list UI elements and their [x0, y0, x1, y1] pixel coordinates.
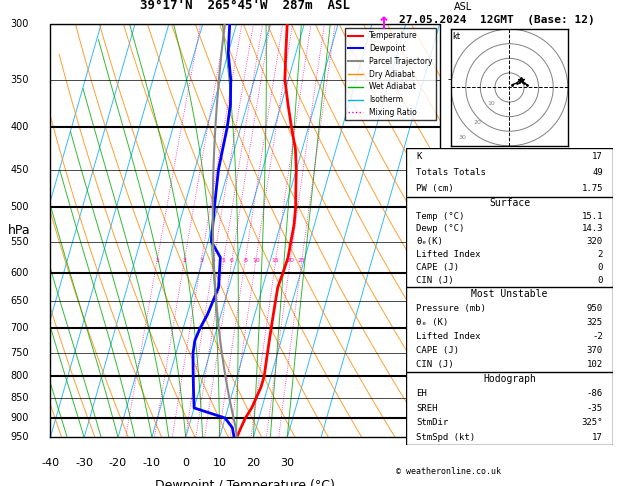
- Text: 2: 2: [182, 258, 186, 263]
- Text: 300: 300: [11, 19, 29, 29]
- Text: 30: 30: [459, 135, 466, 139]
- Text: -35: -35: [587, 404, 603, 413]
- Text: 1.75: 1.75: [581, 184, 603, 193]
- Text: CIN (J): CIN (J): [416, 276, 454, 285]
- Text: StmSpd (kt): StmSpd (kt): [416, 433, 475, 442]
- Text: 8: 8: [243, 258, 247, 263]
- Text: 15: 15: [272, 258, 279, 263]
- Text: 4: 4: [212, 258, 216, 263]
- Text: -20: -20: [109, 458, 127, 468]
- Text: Hodograph: Hodograph: [483, 374, 536, 384]
- Text: -5: -5: [447, 73, 457, 84]
- Text: 20: 20: [247, 458, 260, 468]
- Text: 39°17'N  265°45'W  287m  ASL: 39°17'N 265°45'W 287m ASL: [140, 0, 350, 12]
- Text: 0: 0: [598, 263, 603, 272]
- Text: 0: 0: [182, 458, 189, 468]
- Text: Mixing Ratio (g/kg): Mixing Ratio (g/kg): [486, 185, 496, 277]
- Text: 550: 550: [10, 237, 29, 246]
- Text: 650: 650: [11, 296, 29, 306]
- Text: Totals Totals: Totals Totals: [416, 168, 486, 177]
- Text: 950: 950: [11, 433, 29, 442]
- Text: PW (cm): PW (cm): [416, 184, 454, 193]
- Text: © weatheronline.co.uk: © weatheronline.co.uk: [396, 467, 501, 476]
- Text: Lifted Index: Lifted Index: [416, 332, 481, 341]
- Text: 450: 450: [11, 165, 29, 174]
- Text: -1: -1: [447, 429, 457, 438]
- Text: SREH: SREH: [416, 404, 438, 413]
- Text: CIN (J): CIN (J): [416, 360, 454, 369]
- Text: EH: EH: [416, 389, 427, 398]
- Text: StmDir: StmDir: [416, 418, 448, 427]
- Text: 600: 600: [11, 268, 29, 278]
- Text: 800: 800: [11, 371, 29, 381]
- Text: -2: -2: [447, 349, 457, 359]
- Text: K: K: [416, 152, 421, 161]
- Text: 325: 325: [587, 318, 603, 327]
- Text: 370: 370: [587, 346, 603, 355]
- Text: Lifted Index: Lifted Index: [416, 250, 481, 259]
- Text: 320: 320: [587, 237, 603, 246]
- Text: -86: -86: [587, 389, 603, 398]
- Text: 17: 17: [592, 433, 603, 442]
- Text: Most Unstable: Most Unstable: [471, 289, 548, 299]
- Text: 950: 950: [587, 303, 603, 312]
- Text: 0: 0: [598, 276, 603, 285]
- Text: 1: 1: [155, 258, 159, 263]
- Text: Pressure (mb): Pressure (mb): [416, 303, 486, 312]
- Text: Surface: Surface: [489, 198, 530, 208]
- Text: 2: 2: [598, 250, 603, 259]
- Text: hPa: hPa: [8, 225, 30, 237]
- Text: 49: 49: [592, 168, 603, 177]
- Text: 850: 850: [11, 393, 29, 402]
- Text: Dewp (°C): Dewp (°C): [416, 225, 464, 233]
- Legend: Temperature, Dewpoint, Parcel Trajectory, Dry Adiabat, Wet Adiabat, Isotherm, Mi: Temperature, Dewpoint, Parcel Trajectory…: [345, 28, 436, 120]
- Text: CAPE (J): CAPE (J): [416, 263, 459, 272]
- Text: 20: 20: [286, 258, 294, 263]
- Text: CAPE (J): CAPE (J): [416, 346, 459, 355]
- Text: θₑ(K): θₑ(K): [416, 237, 443, 246]
- Text: -3: -3: [447, 265, 457, 275]
- Text: 700: 700: [11, 323, 29, 333]
- Text: 27.05.2024  12GMT  (Base: 12): 27.05.2024 12GMT (Base: 12): [399, 15, 595, 25]
- Text: 5: 5: [221, 258, 226, 263]
- Text: -2: -2: [592, 332, 603, 341]
- Text: 15.1: 15.1: [581, 211, 603, 221]
- Text: 3: 3: [199, 258, 203, 263]
- Text: 325°: 325°: [581, 418, 603, 427]
- Text: ↑: ↑: [377, 15, 391, 33]
- Text: 10: 10: [213, 458, 226, 468]
- Text: 10: 10: [252, 258, 260, 263]
- Text: 30: 30: [281, 458, 294, 468]
- Text: 6: 6: [230, 258, 234, 263]
- Text: -40: -40: [42, 458, 59, 468]
- Text: -30: -30: [75, 458, 93, 468]
- Text: 750: 750: [10, 347, 29, 358]
- Text: 102: 102: [587, 360, 603, 369]
- Text: 10: 10: [487, 101, 496, 106]
- Text: Dewpoint / Temperature (°C): Dewpoint / Temperature (°C): [155, 479, 335, 486]
- Text: θₑ (K): θₑ (K): [416, 318, 448, 327]
- Text: km
ASL: km ASL: [454, 0, 472, 12]
- Text: 17: 17: [592, 152, 603, 161]
- Text: -10: -10: [143, 458, 161, 468]
- Text: 20: 20: [473, 120, 481, 125]
- Text: 350: 350: [11, 74, 29, 85]
- Text: 500: 500: [11, 202, 29, 212]
- Text: 400: 400: [11, 122, 29, 132]
- Text: 900: 900: [11, 413, 29, 423]
- Text: 14.3: 14.3: [581, 225, 603, 233]
- Text: -4: -4: [447, 174, 457, 184]
- Text: kt: kt: [453, 32, 461, 41]
- Text: Temp (°C): Temp (°C): [416, 211, 464, 221]
- Text: 25: 25: [298, 258, 306, 263]
